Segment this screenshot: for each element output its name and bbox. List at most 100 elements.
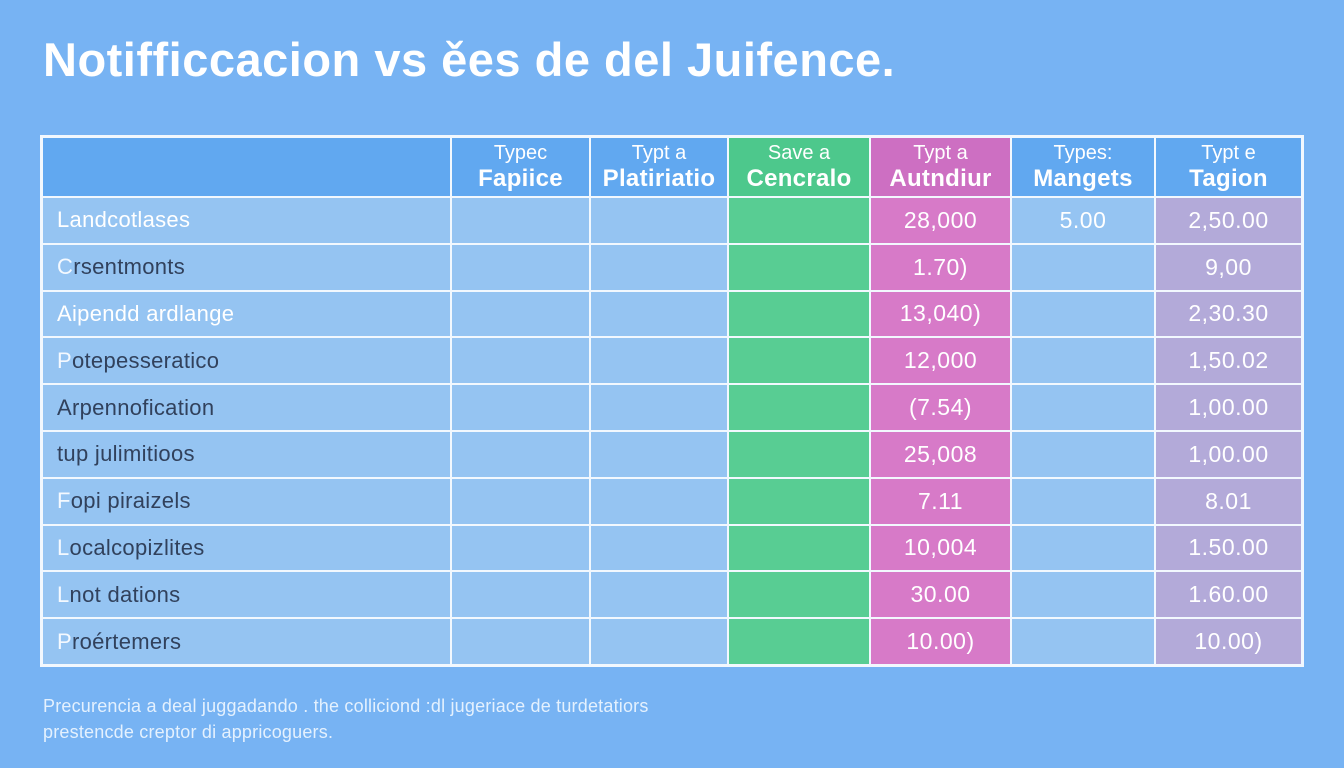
row-label-text: Localcopizlites — [57, 534, 205, 560]
value-cell-cencralo-row1 — [729, 198, 869, 243]
value-text: 5.00 — [1059, 206, 1107, 233]
value-cell-tagion-row10: 10.00) — [1156, 619, 1301, 664]
value-cell-cencralo-row2 — [729, 244, 869, 290]
value-cell-fapiice-row9 — [452, 572, 589, 618]
value-cell-tagion-row1: 2,50.00 — [1156, 198, 1301, 243]
value-text: 2,30.30 — [1188, 300, 1269, 327]
value-cell-platiriatio-row1 — [591, 198, 727, 243]
value-text: 10,004 — [903, 534, 978, 561]
value-cell-tagion-row2: 9,00 — [1156, 244, 1301, 290]
value-cell-cencralo-row3 — [729, 291, 869, 337]
value-cell-tagion-row8: 1.50.00 — [1156, 525, 1301, 571]
data-table: Typec Fapiice Typt a Platiriatio Save a Cencr… — [40, 135, 1304, 667]
footer-note: Precurencia a deal juggadando . the coll… — [43, 693, 649, 745]
row-label: Localcopizlites — [43, 525, 450, 571]
row-label-text: Arpennofication — [57, 394, 215, 420]
value-cell-cencralo-row6 — [729, 431, 869, 477]
value-cell-autndiur-row10: 10.00) — [871, 619, 1010, 664]
value-cell-platiriatio-row6 — [591, 431, 727, 477]
row-label: Arpennofication — [43, 385, 450, 430]
header-line1: Typec — [493, 141, 548, 164]
row-label: tup julimitioos — [43, 431, 450, 477]
value-text: 8.01 — [1205, 487, 1252, 514]
value-text: 12,000 — [903, 347, 978, 374]
value-cell-cencralo-row8 — [729, 525, 869, 571]
value-cell-tagion-row4: 1,50.02 — [1156, 338, 1301, 384]
value-cell-platiriatio-row2 — [591, 244, 727, 290]
header-line2: Tagion — [1189, 164, 1268, 192]
value-cell-cencralo-row9 — [729, 572, 869, 618]
value-cell-autndiur-row2: 1.70) — [871, 244, 1010, 290]
value-cell-mangets-row4 — [1012, 338, 1154, 384]
value-text: 9,00 — [1205, 253, 1252, 280]
row-label: Landcotlases — [43, 198, 450, 243]
header-cell-empty — [43, 138, 450, 196]
value-cell-mangets-row8 — [1012, 525, 1154, 571]
value-cell-tagion-row3: 2,30.30 — [1156, 291, 1301, 337]
header-cell-cencralo: Save a Cencralo — [729, 138, 869, 196]
value-cell-cencralo-row5 — [729, 385, 869, 430]
value-cell-fapiice-row4 — [452, 338, 589, 384]
value-cell-fapiice-row3 — [452, 291, 589, 337]
value-cell-platiriatio-row7 — [591, 478, 727, 524]
header-line1: Typt a — [913, 141, 968, 164]
value-cell-tagion-row7: 8.01 — [1156, 478, 1301, 524]
row-label-text: Landcotlases — [57, 207, 191, 233]
value-cell-mangets-row10 — [1012, 619, 1154, 664]
value-cell-fapiice-row1 — [452, 198, 589, 243]
header-line1: Save a — [767, 141, 831, 164]
value-cell-mangets-row5 — [1012, 385, 1154, 430]
value-cell-autndiur-row7: 7.11 — [871, 478, 1010, 524]
value-text: 28,000 — [903, 206, 978, 233]
header-line1: Types: — [1053, 141, 1113, 164]
row-label: Crsentmonts — [43, 244, 450, 290]
value-cell-fapiice-row5 — [452, 385, 589, 430]
value-cell-cencralo-row10 — [729, 619, 869, 664]
value-cell-platiriatio-row4 — [591, 338, 727, 384]
row-label-text: Crsentmonts — [57, 254, 186, 280]
header-cell-fapiice: Typec Fapiice — [452, 138, 589, 196]
value-cell-cencralo-row4 — [729, 338, 869, 384]
value-cell-tagion-row5: 1,00.00 — [1156, 385, 1301, 430]
value-cell-autndiur-row5: (7.54) — [871, 385, 1010, 430]
value-text: 1.60.00 — [1188, 581, 1269, 608]
value-text: 1.70) — [913, 253, 968, 280]
value-text: 1,00.00 — [1188, 440, 1269, 467]
row-label-text: Lnot dations — [57, 581, 181, 607]
footer-line-2: prestencde creptor di appricoguers. — [43, 722, 334, 742]
value-text: 1,00.00 — [1188, 394, 1269, 421]
row-label-text: Potepesseratico — [57, 347, 220, 373]
value-cell-mangets-row2 — [1012, 244, 1154, 290]
row-label: Fopi piraizels — [43, 478, 450, 524]
header-cell-mangets: Types: Mangets — [1012, 138, 1154, 196]
row-label: Potepesseratico — [43, 338, 450, 384]
row-label-text: Fopi piraizels — [57, 488, 191, 514]
header-line2: Fapiice — [478, 164, 563, 192]
header-cell-tagion: Typt e Tagion — [1156, 138, 1301, 196]
value-cell-autndiur-row8: 10,004 — [871, 525, 1010, 571]
value-cell-fapiice-row2 — [452, 244, 589, 290]
value-cell-autndiur-row1: 28,000 — [871, 198, 1010, 243]
value-cell-mangets-row6 — [1012, 431, 1154, 477]
value-text: (7.54) — [908, 394, 973, 421]
value-text: 25,008 — [903, 440, 978, 467]
value-cell-mangets-row7 — [1012, 478, 1154, 524]
value-cell-mangets-row9 — [1012, 572, 1154, 618]
row-label: Lnot dations — [43, 572, 450, 618]
value-cell-fapiice-row6 — [452, 431, 589, 477]
value-cell-fapiice-row8 — [452, 525, 589, 571]
value-cell-tagion-row9: 1.60.00 — [1156, 572, 1301, 618]
value-cell-platiriatio-row10 — [591, 619, 727, 664]
value-cell-autndiur-row6: 25,008 — [871, 431, 1010, 477]
value-cell-tagion-row6: 1,00.00 — [1156, 431, 1301, 477]
header-line2: Mangets — [1033, 164, 1133, 192]
header-cell-platiriatio: Typt a Platiriatio — [591, 138, 727, 196]
value-cell-platiriatio-row5 — [591, 385, 727, 430]
row-label-text: tup julimitioos — [57, 441, 195, 467]
header-line2: Platiriatio — [602, 164, 716, 192]
value-cell-cencralo-row7 — [729, 478, 869, 524]
header-line2: Cencralo — [746, 164, 852, 192]
value-cell-mangets-row1: 5.00 — [1012, 198, 1154, 243]
value-text: 10.00) — [1194, 628, 1263, 655]
